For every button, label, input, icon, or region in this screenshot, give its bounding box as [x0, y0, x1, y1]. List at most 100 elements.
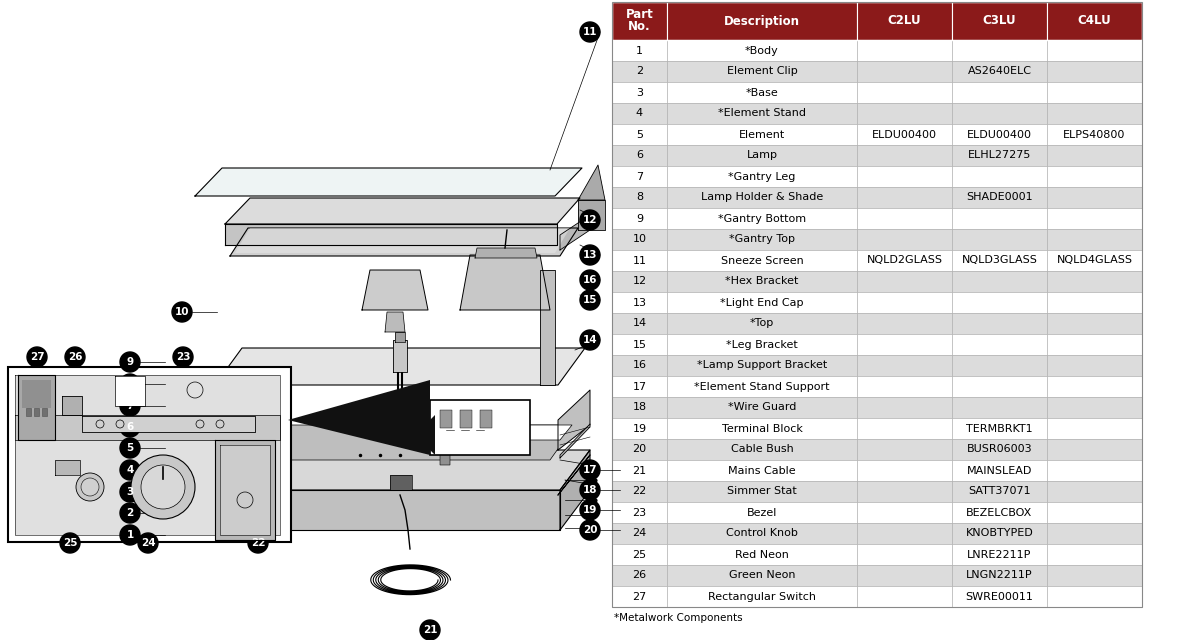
Circle shape [580, 270, 600, 290]
Bar [952, 2, 1047, 40]
Bar [1047, 502, 1142, 523]
Text: C2LU: C2LU [888, 15, 921, 28]
Text: SHADE0001: SHADE0001 [967, 193, 1032, 202]
Text: 1: 1 [636, 45, 643, 56]
Bar [857, 502, 952, 523]
Bar [1047, 166, 1142, 187]
Bar [857, 544, 952, 565]
Bar [857, 166, 952, 187]
Circle shape [172, 302, 192, 322]
Bar [857, 397, 952, 418]
Text: *Metalwork Components: *Metalwork Components [614, 613, 742, 623]
Bar [667, 250, 857, 271]
Text: 10: 10 [632, 234, 646, 244]
Bar [612, 313, 667, 334]
Text: 14: 14 [632, 319, 646, 328]
Text: 21: 21 [423, 625, 437, 635]
Polygon shape [460, 255, 550, 310]
Text: 5: 5 [636, 129, 643, 140]
Bar [667, 292, 857, 313]
Circle shape [76, 473, 104, 501]
Bar [1047, 439, 1142, 460]
Bar [857, 271, 952, 292]
Bar [857, 334, 952, 355]
Text: 17: 17 [632, 381, 646, 392]
Text: BEZELCBOX: BEZELCBOX [967, 508, 1032, 518]
Bar [8, 367, 292, 542]
Bar [1047, 355, 1142, 376]
Bar [667, 166, 857, 187]
Bar [857, 586, 952, 607]
Polygon shape [362, 270, 428, 310]
Text: *Body: *Body [746, 45, 779, 56]
Bar [612, 82, 667, 103]
Bar [667, 586, 857, 607]
Text: *Gantry Leg: *Gantry Leg [728, 172, 796, 182]
Text: 19: 19 [632, 424, 646, 433]
Polygon shape [558, 455, 590, 495]
Circle shape [580, 210, 600, 230]
Bar [612, 334, 667, 355]
Bar [1047, 397, 1142, 418]
Bar [612, 40, 667, 61]
Bar [1047, 544, 1142, 565]
Bar [1047, 334, 1142, 355]
Bar [857, 313, 952, 334]
Circle shape [81, 478, 99, 496]
Bar [952, 376, 1047, 397]
Polygon shape [62, 396, 82, 415]
Circle shape [131, 455, 195, 519]
Text: 15: 15 [632, 339, 646, 349]
Bar [612, 397, 667, 418]
Text: ELPS40800: ELPS40800 [1064, 129, 1126, 140]
Text: Simmer Stat: Simmer Stat [727, 486, 797, 497]
Bar [1047, 460, 1142, 481]
Text: *Lamp Support Bracket: *Lamp Support Bracket [697, 360, 827, 371]
Bar [612, 2, 1142, 40]
Text: Cable Bush: Cable Bush [730, 445, 793, 454]
Circle shape [120, 503, 140, 523]
Bar [612, 565, 667, 586]
Text: Green Neon: Green Neon [729, 570, 795, 580]
Text: Mains Cable: Mains Cable [728, 465, 796, 476]
Text: 2: 2 [127, 508, 134, 518]
Text: 11: 11 [583, 27, 598, 37]
Polygon shape [18, 375, 55, 440]
Bar [857, 82, 952, 103]
Polygon shape [560, 215, 590, 250]
Bar [440, 410, 452, 428]
Bar [952, 565, 1047, 586]
Bar [667, 334, 857, 355]
Polygon shape [415, 415, 435, 455]
Text: BUSR06003: BUSR06003 [967, 445, 1032, 454]
Bar [857, 565, 952, 586]
Bar [952, 250, 1047, 271]
Text: 16: 16 [583, 275, 598, 285]
Bar [667, 271, 857, 292]
Bar [612, 481, 667, 502]
Text: MAINSLEAD: MAINSLEAD [967, 465, 1032, 476]
Bar [857, 124, 952, 145]
Text: 6: 6 [127, 422, 134, 432]
Text: 3: 3 [636, 88, 643, 97]
Polygon shape [474, 248, 537, 258]
Bar [33, 408, 39, 416]
Circle shape [65, 347, 85, 367]
Bar [952, 334, 1047, 355]
Bar [857, 523, 952, 544]
Bar [952, 544, 1047, 565]
Bar [612, 418, 667, 439]
Bar [667, 565, 857, 586]
Bar [857, 145, 952, 166]
Circle shape [419, 620, 440, 640]
Bar [1047, 586, 1142, 607]
Text: 19: 19 [583, 505, 598, 515]
Bar [952, 40, 1047, 61]
Polygon shape [16, 375, 280, 535]
Text: 12: 12 [583, 215, 598, 225]
Text: 22: 22 [251, 538, 265, 548]
Text: 18: 18 [632, 403, 646, 413]
Text: Terminal Block: Terminal Block [722, 424, 802, 433]
Text: Lamp: Lamp [747, 150, 778, 161]
Text: 26: 26 [68, 352, 82, 362]
